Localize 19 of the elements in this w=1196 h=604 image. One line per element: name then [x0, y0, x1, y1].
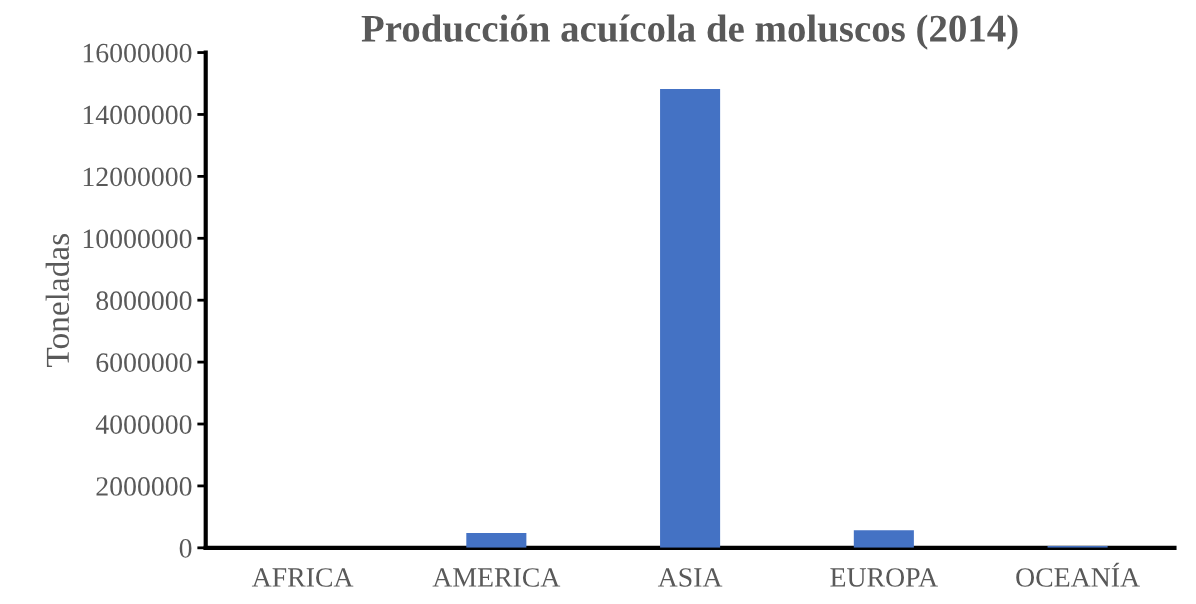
y-tick-label: 4000000: [95, 415, 192, 434]
bar: [853, 530, 914, 548]
y-tick-label: 10000000: [83, 229, 192, 249]
y-axis-title: Toneladas: [45, 234, 70, 367]
y-tick-label: 2000000: [96, 477, 192, 496]
bar: [660, 89, 721, 548]
x-tick-label: ASIA: [657, 568, 723, 587]
x-tick-label: EUROPA: [830, 568, 938, 587]
y-tick-label: 12000000: [83, 167, 192, 187]
y-tick-label: 14000000: [83, 105, 192, 125]
x-tick-label: AMERICA: [432, 568, 561, 587]
chart-title: Producción acuícola de moluscos (2014): [361, 14, 1018, 50]
x-tick-label: AFRICA: [251, 568, 354, 587]
bar: [466, 532, 527, 548]
x-tick-label: OCEANÍA: [1016, 562, 1140, 587]
y-tick-label: 16000000: [83, 43, 192, 63]
y-tick-label: 6000000: [96, 353, 192, 373]
y-tick-label: 0: [179, 538, 192, 558]
y-tick-label: 8000000: [96, 291, 192, 311]
